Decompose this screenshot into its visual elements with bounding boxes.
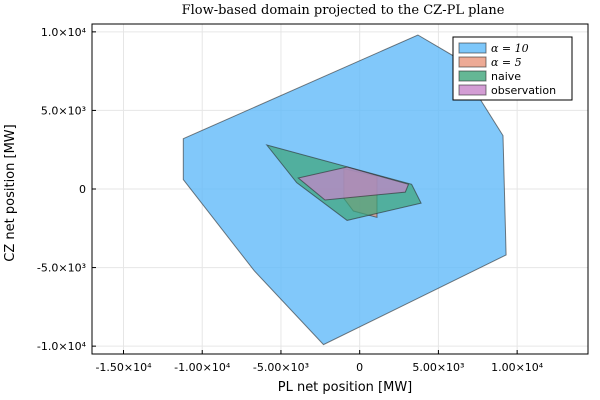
x-tick-label: -1.00×10⁴ [174,361,231,374]
x-tick-label: 5.00×10³ [412,361,464,374]
legend-swatch-2 [458,70,487,82]
x-tick-label: -1.50×10⁴ [95,361,152,374]
x-axis-label: PL net position [MW] [278,380,413,395]
legend-label-1: α = 5 [491,56,522,69]
y-tick-label: -1.0×10⁴ [37,340,87,353]
y-tick-label: 1.0×10⁴ [41,26,87,39]
legend-swatch-1 [458,56,487,68]
x-tick-label: 0 [356,361,363,374]
x-axis-ticks: -1.50×10⁴ -1.00×10⁴ -5.00×10³ 0 5.00×10³ 1.00… [95,350,544,374]
y-tick-label: 0 [79,183,86,196]
series-polygon-3 [297,166,410,201]
series-layer [182,34,507,346]
legend-label-2: naive [491,70,521,83]
x-tick-label: -5.00×10³ [253,361,309,374]
chart-title: Flow-based domain projected to the CZ-PL… [182,3,505,18]
legend-label-3: observation [491,84,556,97]
y-axis-ticks: 1.0×10⁴ 5.0×10³ 0 -5.0×10³ -1.0×10⁴ [37,26,96,353]
y-tick-label: -5.0×10³ [37,262,86,275]
legend-swatch-0 [458,42,487,54]
y-axis-label: CZ net position [MW] [3,124,18,261]
y-tick-label: 5.0×10³ [41,104,86,117]
x-tick-label: 1.00×10⁴ [491,361,544,374]
legend-label-0: α = 10 [491,42,529,55]
legend-swatch-3 [458,84,487,96]
